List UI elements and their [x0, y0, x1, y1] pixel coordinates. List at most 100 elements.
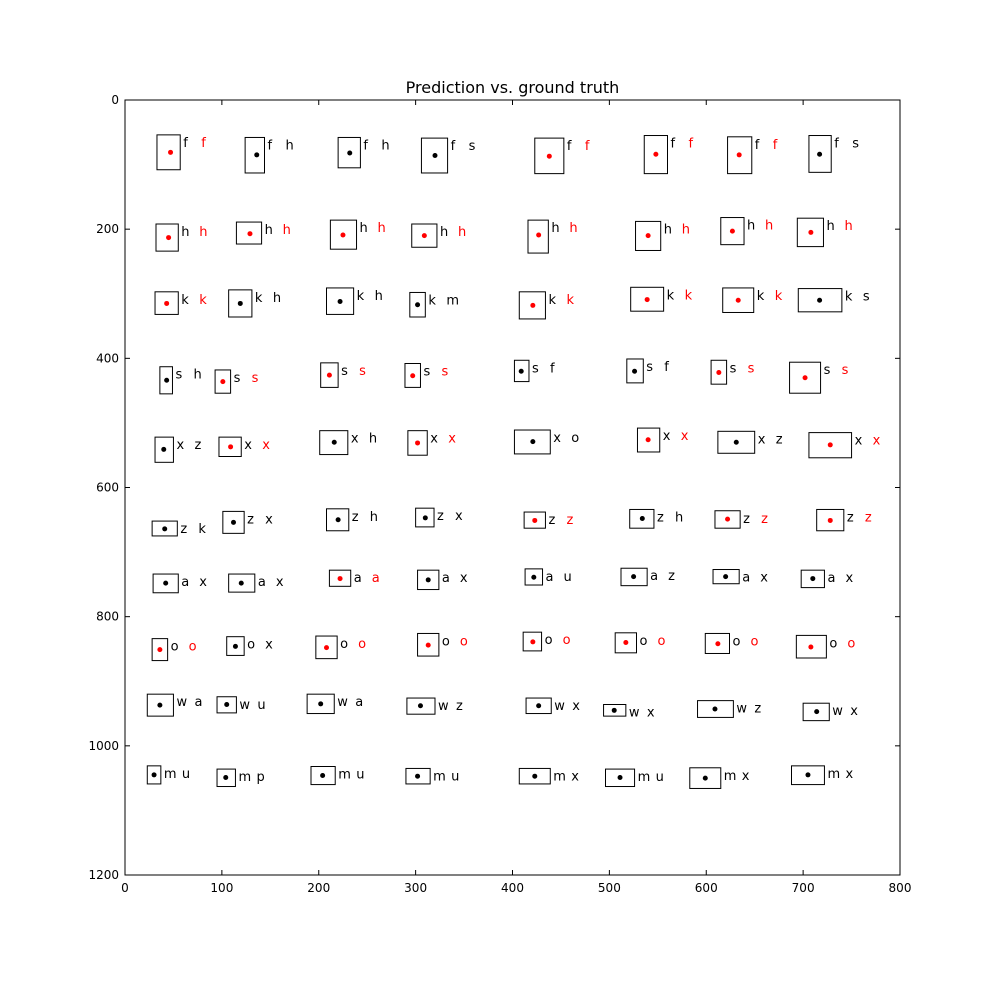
- glyph-box: [626, 358, 644, 384]
- mismatch-dot: [733, 439, 739, 445]
- truth-label: h: [378, 221, 386, 236]
- truth-label: s: [863, 290, 870, 305]
- mismatch-dot: [415, 773, 421, 779]
- pred-label: o: [640, 634, 648, 649]
- y-tick-label: 200: [96, 222, 119, 236]
- mismatch-dot: [617, 774, 623, 780]
- glyph-box: [155, 223, 179, 252]
- glyph-box: [518, 291, 546, 320]
- truth-label: a: [372, 571, 380, 586]
- glyph-box: [710, 359, 728, 385]
- mismatch-dot: [536, 703, 542, 709]
- x-tick-label: 600: [695, 881, 718, 895]
- pred-label: a: [258, 575, 266, 590]
- pred-label: w: [438, 699, 449, 714]
- mismatch-dot: [224, 702, 230, 707]
- truth-label: z: [761, 512, 768, 527]
- mismatch-dot: [631, 574, 637, 580]
- pred-label: w: [832, 704, 843, 719]
- pred-label: s: [175, 368, 182, 383]
- pred-label: m: [638, 770, 651, 785]
- mismatch-dot: [163, 580, 169, 586]
- truth-label: o: [847, 636, 855, 651]
- truth-label: z: [754, 702, 761, 717]
- pred-label: o: [247, 638, 255, 653]
- glyph-box: [159, 366, 173, 395]
- truth-label: o: [358, 637, 366, 652]
- pred-label: h: [440, 225, 448, 240]
- truth-label: k: [566, 293, 574, 308]
- mismatch-dot: [432, 153, 438, 159]
- truth-label: h: [375, 289, 383, 304]
- truth-label: s: [359, 364, 366, 379]
- pred-label: o: [340, 637, 348, 652]
- pred-label: m: [553, 769, 566, 784]
- truth-label: x: [265, 512, 273, 527]
- pred-label: k: [255, 291, 263, 306]
- truth-label: k: [199, 293, 207, 308]
- truth-label: x: [873, 434, 881, 449]
- pred-label: k: [548, 293, 556, 308]
- pred-label: h: [265, 223, 273, 238]
- match-dot: [326, 372, 332, 378]
- mismatch-dot: [425, 577, 431, 583]
- glyph-marks: f f f h f h f s f f f f f f f sh h h h h h h h h h h h h h h hk k k h k h k m…: [146, 134, 881, 789]
- match-dot: [623, 640, 629, 645]
- glyph-box: [407, 430, 428, 456]
- match-dot: [530, 302, 536, 308]
- mismatch-dot: [151, 772, 157, 778]
- match-dot: [808, 229, 814, 235]
- x-tick-label: 0: [121, 881, 129, 895]
- pred-label: h: [664, 222, 672, 237]
- glyph-box: [420, 137, 449, 174]
- truth-label: z: [194, 438, 201, 453]
- truth-label: s: [852, 137, 859, 152]
- pred-label: s: [341, 364, 348, 379]
- mismatch-dot: [702, 775, 708, 781]
- pred-label: s: [423, 365, 430, 380]
- pred-label: w: [337, 695, 348, 710]
- truth-label: f: [550, 361, 555, 376]
- truth-label: k: [775, 289, 783, 304]
- truth-label: x: [199, 575, 207, 590]
- glyph-box: [151, 638, 169, 662]
- truth-label: x: [276, 575, 284, 590]
- glyph-box: [525, 697, 552, 715]
- glyph-box: [720, 217, 745, 246]
- pred-label: m: [433, 769, 446, 784]
- truth-label: h: [286, 138, 294, 153]
- pred-label: z: [437, 509, 444, 524]
- glyph-box: [319, 430, 349, 456]
- mismatch-dot: [162, 526, 168, 532]
- pred-label: w: [239, 698, 250, 713]
- truth-label: z: [456, 699, 463, 714]
- truth-label: x: [455, 509, 463, 524]
- glyph-box: [522, 631, 543, 652]
- pred-label: a: [546, 570, 554, 585]
- pred-label: w: [736, 702, 747, 717]
- pred-label: z: [657, 510, 664, 525]
- truth-label: x: [262, 438, 270, 453]
- truth-label: o: [563, 633, 571, 648]
- glyph-box: [704, 632, 730, 654]
- glyph-box: [808, 135, 832, 173]
- glyph-box: [629, 508, 655, 529]
- truth-label: a: [355, 695, 363, 710]
- truth-label: s: [748, 361, 755, 376]
- truth-label: z: [566, 513, 573, 528]
- glyph-box: [235, 221, 263, 245]
- mismatch-dot: [532, 773, 538, 779]
- glyph-box: [326, 287, 355, 315]
- pred-label: x: [553, 431, 561, 446]
- truth-label: z: [776, 432, 783, 447]
- glyph-box: [154, 436, 174, 463]
- mismatch-dot: [817, 297, 823, 303]
- pred-label: k: [428, 293, 436, 308]
- x-tick-label: 400: [501, 881, 524, 895]
- match-dot: [725, 516, 731, 522]
- mismatch-dot: [347, 150, 353, 156]
- glyph-box: [635, 220, 662, 251]
- truth-label: h: [370, 510, 378, 525]
- pred-label: f: [755, 138, 760, 153]
- pred-label: a: [354, 571, 362, 586]
